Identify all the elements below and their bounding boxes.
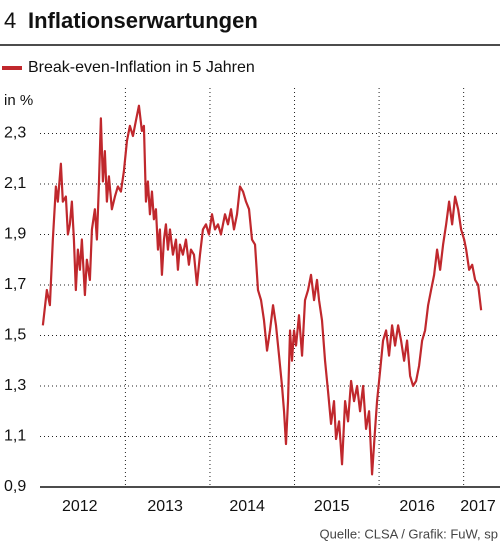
x-tick-label: 2016	[399, 498, 435, 515]
y-tick-label: 2,3	[4, 125, 26, 142]
chart-number: 4	[4, 8, 16, 33]
x-tick-label: 2017	[460, 498, 496, 515]
y-tick-label: 1,7	[4, 276, 26, 293]
source: Quelle: CLSA / Grafik: FuW, sp	[320, 526, 498, 541]
y-tick-label: 1,3	[4, 377, 26, 394]
x-tick-label: 2012	[62, 498, 98, 515]
chart-title: Inflationserwartungen	[28, 8, 258, 33]
y-tick-label: 1,9	[4, 226, 26, 243]
legend-label: Break-even-Inflation in 5 Jahren	[28, 59, 255, 76]
x-tick-label: 2014	[229, 498, 265, 515]
data-line	[41, 104, 483, 476]
y-tick-label: 2,1	[4, 175, 26, 192]
x-tick-label: 2013	[147, 498, 183, 515]
y-tick-label: 1,1	[4, 428, 26, 445]
x-tick-label: 2015	[314, 498, 350, 515]
y-tick-label: 0,9	[4, 478, 26, 495]
y-tick-label: 1,5	[4, 327, 26, 344]
y-unit: in %	[4, 92, 33, 109]
